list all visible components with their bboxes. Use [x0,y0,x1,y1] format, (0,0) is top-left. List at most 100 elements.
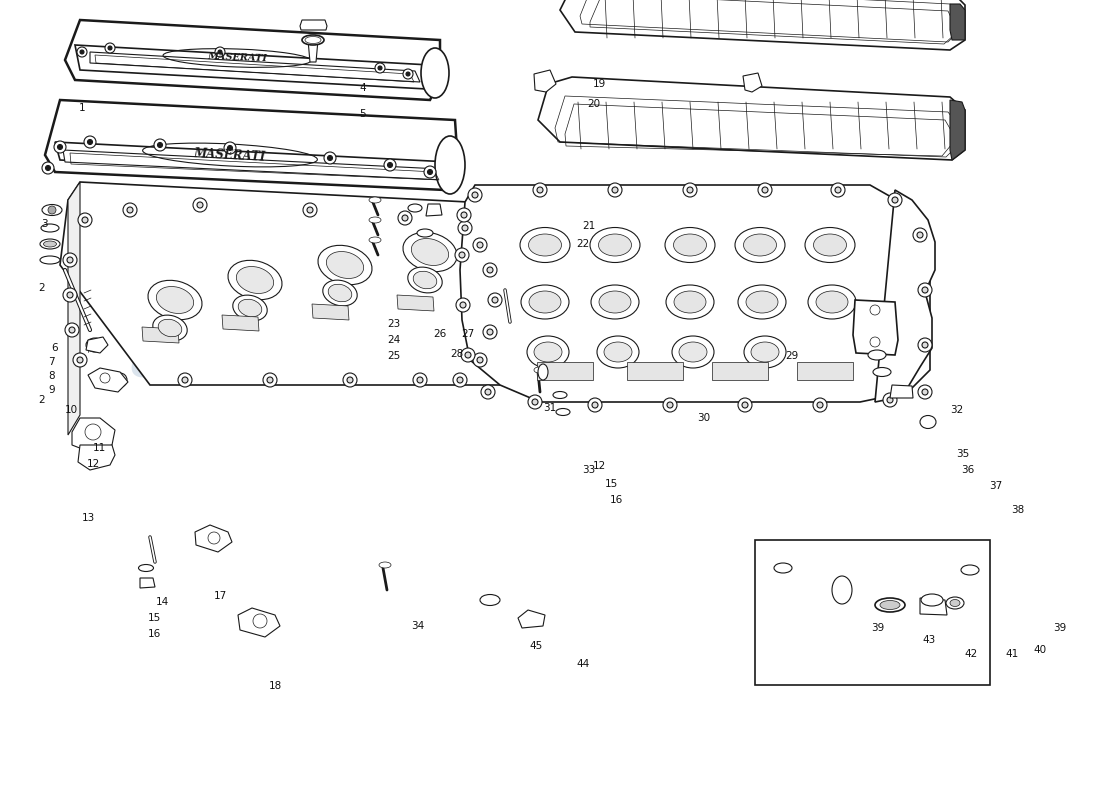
Circle shape [63,253,77,267]
Ellipse shape [600,291,631,313]
Bar [755,540,990,685]
Text: 1: 1 [79,103,86,113]
Ellipse shape [40,239,60,249]
Text: 39: 39 [871,623,884,633]
Circle shape [487,329,493,335]
Ellipse shape [236,266,274,294]
Ellipse shape [538,364,548,380]
Ellipse shape [746,291,778,313]
Ellipse shape [421,48,449,98]
Polygon shape [890,385,913,398]
Polygon shape [538,77,965,160]
Text: 32: 32 [950,405,964,414]
Text: 12: 12 [593,461,606,470]
Circle shape [84,136,96,148]
Ellipse shape [553,391,566,398]
Circle shape [104,43,116,53]
Ellipse shape [597,336,639,368]
Circle shape [667,402,673,408]
Circle shape [612,187,618,193]
Polygon shape [534,70,556,92]
Polygon shape [397,295,434,311]
Circle shape [424,166,436,178]
Text: 34: 34 [411,621,425,630]
Polygon shape [140,578,155,588]
Circle shape [85,424,101,440]
Ellipse shape [41,224,59,232]
Circle shape [870,337,880,347]
Circle shape [67,292,73,298]
Polygon shape [742,73,762,92]
Circle shape [100,373,110,383]
Text: 7: 7 [48,357,55,366]
Circle shape [387,162,393,167]
Text: 4: 4 [360,83,366,93]
Ellipse shape [228,260,282,300]
Text: 31: 31 [543,403,557,413]
Text: 42: 42 [965,650,978,659]
Ellipse shape [880,601,900,610]
Circle shape [73,353,87,367]
Ellipse shape [673,234,706,256]
Circle shape [468,188,482,202]
Ellipse shape [368,197,381,203]
Polygon shape [60,182,560,385]
Circle shape [462,225,468,231]
Polygon shape [312,304,349,320]
Text: 22: 22 [576,239,590,249]
Ellipse shape [735,227,785,262]
Ellipse shape [674,291,706,313]
Circle shape [48,206,56,214]
Circle shape [459,252,465,258]
Circle shape [69,327,75,333]
Ellipse shape [529,291,561,313]
Text: 17: 17 [213,591,227,601]
Circle shape [328,155,332,161]
Polygon shape [78,445,116,470]
Circle shape [307,207,314,213]
Circle shape [588,398,602,412]
Circle shape [80,50,84,54]
Ellipse shape [590,227,640,262]
Ellipse shape [322,280,358,306]
Circle shape [460,302,466,308]
Polygon shape [195,525,232,552]
Circle shape [182,377,188,383]
Circle shape [918,385,932,399]
Ellipse shape [666,227,715,262]
Text: 39: 39 [1053,623,1066,633]
Polygon shape [852,300,898,355]
Text: 36: 36 [961,465,975,474]
Ellipse shape [534,367,544,373]
Circle shape [492,297,498,303]
Text: 3: 3 [41,219,47,229]
Circle shape [384,159,396,171]
Circle shape [157,142,163,147]
Ellipse shape [42,205,62,215]
Circle shape [922,389,928,395]
Text: 8: 8 [48,371,55,381]
Text: 29: 29 [785,351,799,361]
Circle shape [461,348,475,362]
Ellipse shape [874,598,905,612]
Polygon shape [88,368,128,392]
Polygon shape [68,182,80,435]
Text: 19: 19 [593,79,606,89]
Text: 27: 27 [461,329,474,338]
Text: MASERATI: MASERATI [194,146,266,163]
Ellipse shape [527,336,569,368]
Ellipse shape [327,251,364,278]
Circle shape [117,377,123,383]
Text: 11: 11 [92,443,106,453]
Polygon shape [45,100,458,190]
Polygon shape [72,418,116,452]
Text: 21: 21 [582,221,595,230]
Circle shape [472,192,478,198]
Polygon shape [142,327,179,343]
Circle shape [683,183,697,197]
Text: eurospares: eurospares [130,343,410,386]
Ellipse shape [868,350,886,360]
Polygon shape [55,142,458,180]
Ellipse shape [148,280,202,320]
Polygon shape [874,190,935,402]
